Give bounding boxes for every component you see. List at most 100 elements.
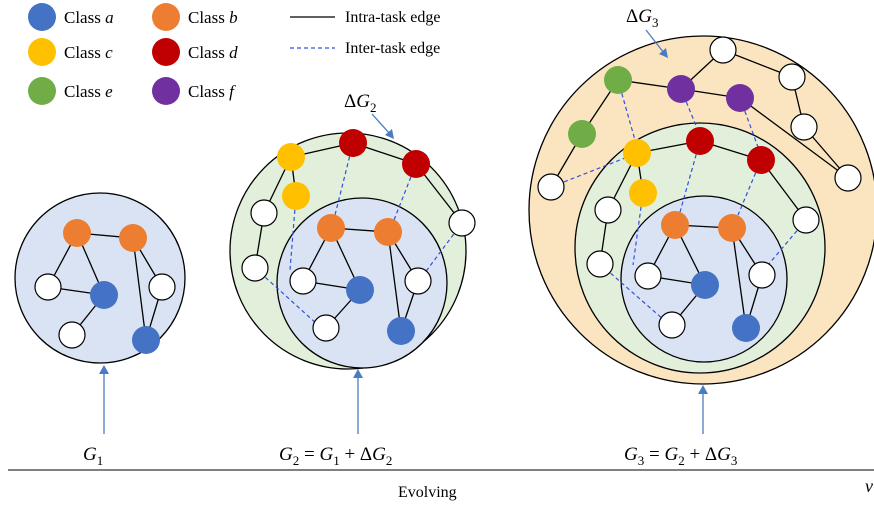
- intra-edge-label: Intra-task edge: [345, 9, 441, 26]
- node-class-a: [346, 276, 374, 304]
- node-class-b: [317, 214, 345, 242]
- edge: [739, 97, 849, 179]
- node-unlabeled: [34, 273, 62, 301]
- class-c-swatch: [28, 38, 56, 66]
- node-class-a: [691, 271, 719, 299]
- delta-g2-label: ΔG2: [344, 91, 376, 115]
- legend-class-b: Class b: [152, 3, 238, 31]
- node-unlabeled: [312, 314, 340, 342]
- delta-g3-arrow: [645, 29, 665, 54]
- delta-g3-annotation: ΔG3: [626, 6, 668, 58]
- graph-captions: G1 G2 = G1 + ΔG2 G3 = G2 + ΔG3: [83, 444, 737, 468]
- class-e-prefix: Class: [64, 82, 105, 101]
- legend-class-f: Class f: [152, 77, 236, 105]
- node-unlabeled: [594, 196, 622, 224]
- node-unlabeled: [834, 164, 862, 192]
- node-class-a: [732, 314, 760, 342]
- node-class-d: [686, 127, 714, 155]
- legend: Class a Class b Class c Class d Class e …: [28, 3, 441, 105]
- class-f-name: f: [229, 82, 236, 101]
- node-unlabeled: [658, 311, 686, 339]
- g3-caption: G3 = G2 + ΔG3: [624, 444, 737, 468]
- edge: [289, 195, 297, 271]
- inter-edge-label: Inter-task edge: [345, 40, 440, 57]
- node-class-c: [277, 143, 305, 171]
- node-unlabeled: [634, 262, 662, 290]
- g3-nodes: [537, 36, 862, 342]
- node-class-f: [667, 75, 695, 103]
- class-d-name: d: [229, 43, 238, 62]
- node-class-e: [604, 66, 632, 94]
- class-e-name: e: [105, 82, 113, 101]
- edge: [679, 140, 701, 213]
- class-b-name: b: [229, 8, 238, 27]
- class-f-swatch: [152, 77, 180, 105]
- delta-g2-annotation: ΔG2: [344, 91, 394, 139]
- node-unlabeled: [241, 254, 269, 282]
- class-a-name: a: [105, 8, 114, 27]
- bottom-arrows: [99, 365, 708, 434]
- node-unlabeled: [148, 273, 176, 301]
- node-class-b: [374, 218, 402, 246]
- node-class-a: [90, 281, 118, 309]
- axis-corner-glyph: v: [865, 476, 873, 496]
- node-class-a: [132, 326, 160, 354]
- node-class-c: [282, 182, 310, 210]
- node-unlabeled: [448, 209, 476, 237]
- node-class-b: [718, 214, 746, 242]
- g1-caption: G1: [83, 444, 103, 468]
- svg-text:Class d: Class d: [188, 43, 238, 62]
- edge: [132, 237, 147, 341]
- node-class-c: [629, 179, 657, 207]
- svg-text:Class a: Class a: [64, 8, 114, 27]
- node-class-d: [747, 146, 775, 174]
- svg-text:Class f: Class f: [188, 82, 236, 101]
- node-unlabeled: [709, 36, 737, 64]
- edge: [254, 267, 319, 326]
- graph-g2: [241, 129, 476, 345]
- edge: [632, 192, 644, 266]
- g2-nodes: [241, 129, 476, 345]
- svg-text:Class e: Class e: [64, 82, 113, 101]
- graph-g1: [34, 219, 176, 354]
- node-class-a: [387, 317, 415, 345]
- node-class-c: [623, 139, 651, 167]
- g1-arrowhead: [99, 365, 109, 374]
- node-unlabeled: [58, 321, 86, 349]
- delta-g2-arrow: [371, 113, 391, 135]
- delta-g3-label: ΔG3: [626, 6, 658, 30]
- class-a-swatch: [28, 3, 56, 31]
- class-d-swatch: [152, 38, 180, 66]
- node-unlabeled: [792, 206, 820, 234]
- svg-text:Class c: Class c: [64, 43, 113, 62]
- class-c-name: c: [105, 43, 113, 62]
- legend-class-c: Class c: [28, 38, 113, 66]
- node-unlabeled: [404, 267, 432, 295]
- class-b-swatch: [152, 3, 180, 31]
- edge: [334, 142, 354, 216]
- legend-class-a: Class a: [28, 3, 114, 31]
- edge: [550, 157, 626, 188]
- edge: [387, 231, 402, 332]
- node-class-d: [402, 150, 430, 178]
- node-unlabeled: [289, 267, 317, 295]
- class-e-swatch: [28, 77, 56, 105]
- node-class-b: [661, 211, 689, 239]
- class-d-prefix: Class: [188, 43, 229, 62]
- node-class-f: [726, 84, 754, 112]
- legend-intra-edge: Intra-task edge: [290, 9, 441, 26]
- g3-arrowhead: [698, 385, 708, 394]
- g2-caption: G2 = G1 + ΔG2: [279, 444, 392, 468]
- delta-g3-arrowhead: [659, 48, 668, 58]
- legend-class-e: Class e: [28, 77, 113, 105]
- g2-arrowhead: [353, 369, 363, 378]
- node-unlabeled: [537, 173, 565, 201]
- edge: [731, 227, 747, 329]
- svg-text:Class b: Class b: [188, 8, 238, 27]
- node-unlabeled: [778, 63, 806, 91]
- class-f-prefix: Class: [188, 82, 229, 101]
- class-b-prefix: Class: [188, 8, 229, 27]
- node-unlabeled: [250, 199, 278, 227]
- evolving-label: Evolving: [398, 484, 457, 501]
